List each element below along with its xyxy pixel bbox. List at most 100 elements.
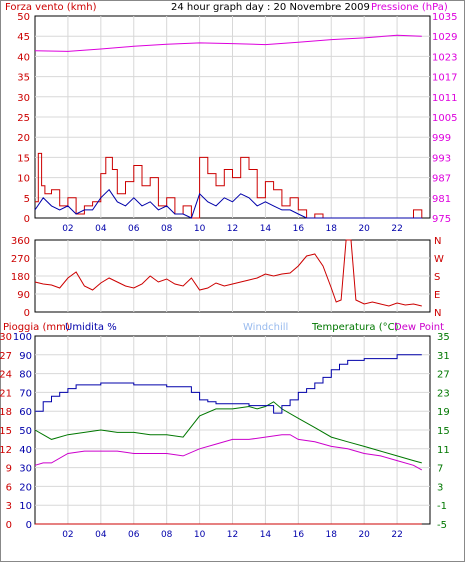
rain-tick-label: 18: [0, 407, 12, 418]
temperature-tick-label: 3: [437, 482, 443, 493]
pressure-tick-label: 999: [432, 133, 451, 144]
rain-tick-label: 30: [0, 332, 12, 343]
pressure-tick-label: 1023: [432, 52, 457, 63]
temperature-tick-label: 27: [437, 370, 450, 381]
pressure-tick-label: 1029: [432, 32, 457, 43]
wind-tick-label: 50: [17, 12, 30, 23]
pressure-tick-label: 1005: [432, 113, 457, 124]
direction-tick-label: 360: [11, 236, 30, 247]
wind-tick-label: 25: [17, 113, 30, 124]
rain-tick-label: 24: [0, 370, 12, 381]
pressure-tick-label: 981: [432, 194, 451, 205]
pressure-tick-label: 1011: [432, 93, 457, 104]
rain-tick-label: 6: [6, 482, 12, 493]
wind-tick-label: 45: [17, 32, 30, 43]
pressure-tick-label: 993: [432, 153, 451, 164]
compass-tick-label: N: [434, 308, 441, 319]
pressure-tick-label: 1017: [432, 73, 457, 84]
humidity-tick-label: 0: [26, 520, 32, 531]
humidity-tick-label: 90: [19, 351, 32, 362]
hour-tick-label: 22: [391, 224, 402, 234]
pressure-tick-label: 987: [432, 174, 451, 185]
temperature-tick-label: 15: [437, 426, 450, 437]
hour-tick-label: 08: [161, 224, 173, 234]
rain-tick-label: 3: [6, 501, 12, 512]
wind-tick-label: 15: [17, 153, 30, 164]
rain-axis-title: Pioggia (mm): [3, 322, 70, 333]
humidity-tick-label: 10: [19, 501, 32, 512]
hour-tick-label: 18: [326, 224, 338, 234]
hour-tick-label: 20: [358, 224, 370, 234]
temperature-tick-label: 11: [437, 445, 450, 456]
hour-tick-label: 18: [326, 530, 338, 540]
hour-tick-label: 06: [128, 530, 140, 540]
humidity-tick-label: 20: [19, 482, 32, 493]
hour-tick-label: 04: [95, 224, 107, 234]
hour-tick-label: 14: [260, 530, 272, 540]
wind-tick-label: 20: [17, 133, 30, 144]
humidity-tick-label: 70: [19, 388, 32, 399]
direction-tick-label: 270: [11, 254, 30, 265]
wind-speed-line: [35, 152, 423, 219]
pressure-tick-label: 975: [432, 214, 451, 225]
dewpoint-line: [34, 434, 423, 471]
temperature-legend: Temperatura (°C): [311, 322, 399, 333]
hour-tick-label: 16: [293, 224, 305, 234]
temperature-tick-label: -1: [437, 501, 447, 512]
hour-tick-label: 06: [128, 224, 140, 234]
hour-tick-label: 20: [358, 530, 370, 540]
dewpoint-legend: Dew Point: [394, 322, 444, 333]
pressure-line: [34, 34, 422, 52]
wind-axis-title: Forza vento (kmh): [5, 2, 97, 13]
compass-tick-label: S: [434, 272, 440, 283]
temperature-line: [34, 401, 422, 464]
hour-tick-label: 12: [227, 224, 238, 234]
hour-tick-label: 22: [391, 530, 402, 540]
humidity-axis-title: Umidita %: [65, 322, 117, 333]
direction-tick-label: 180: [11, 272, 30, 283]
wind-direction-line: [34, 239, 422, 307]
compass-tick-label: E: [434, 290, 440, 301]
humidity-tick-label: 100: [13, 332, 32, 343]
temperature-tick-label: -5: [437, 520, 447, 531]
direction-tick-label: 90: [17, 290, 30, 301]
hour-tick-label: 10: [194, 530, 206, 540]
hour-tick-label: 02: [62, 530, 73, 540]
direction-tick-label: 0: [24, 308, 30, 319]
wind-gust-line: [34, 188, 422, 219]
humidity-tick-label: 30: [19, 464, 32, 475]
chart-title: 24 hour graph day : 20 Novembre 2009: [171, 2, 370, 13]
hour-tick-label: 12: [227, 530, 238, 540]
hour-tick-label: 04: [95, 530, 107, 540]
rain-tick-label: 15: [0, 426, 12, 437]
temperature-tick-label: 7: [437, 464, 443, 475]
wind-tick-label: 0: [24, 214, 30, 225]
humidity-tick-label: 60: [19, 407, 32, 418]
rain-tick-label: 12: [0, 445, 12, 456]
hour-tick-label: 10: [194, 224, 206, 234]
hour-tick-label: 08: [161, 530, 173, 540]
compass-tick-label: N: [434, 236, 441, 247]
pressure-tick-label: 1035: [432, 12, 457, 23]
wind-tick-label: 35: [17, 73, 30, 84]
windchill-legend: Windchill: [243, 322, 288, 333]
wind-tick-label: 40: [17, 52, 30, 63]
temperature-tick-label: 35: [437, 332, 450, 343]
hour-tick-label: 14: [260, 224, 272, 234]
humidity-tick-label: 80: [19, 370, 32, 381]
humidity-line: [35, 354, 422, 414]
rain-tick-label: 21: [0, 388, 12, 399]
rain-tick-label: 27: [0, 351, 12, 362]
wind-tick-label: 10: [17, 174, 30, 185]
temperature-tick-label: 23: [437, 388, 450, 399]
rain-tick-label: 0: [6, 520, 12, 531]
wind-tick-label: 5: [24, 194, 30, 205]
rain-tick-label: 9: [6, 464, 12, 475]
hour-tick-label: 02: [62, 224, 73, 234]
humidity-tick-label: 40: [19, 445, 32, 456]
humidity-tick-label: 50: [19, 426, 32, 437]
pressure-axis-title: Pressione (hPa): [371, 2, 448, 13]
temperature-tick-label: 31: [437, 351, 450, 362]
